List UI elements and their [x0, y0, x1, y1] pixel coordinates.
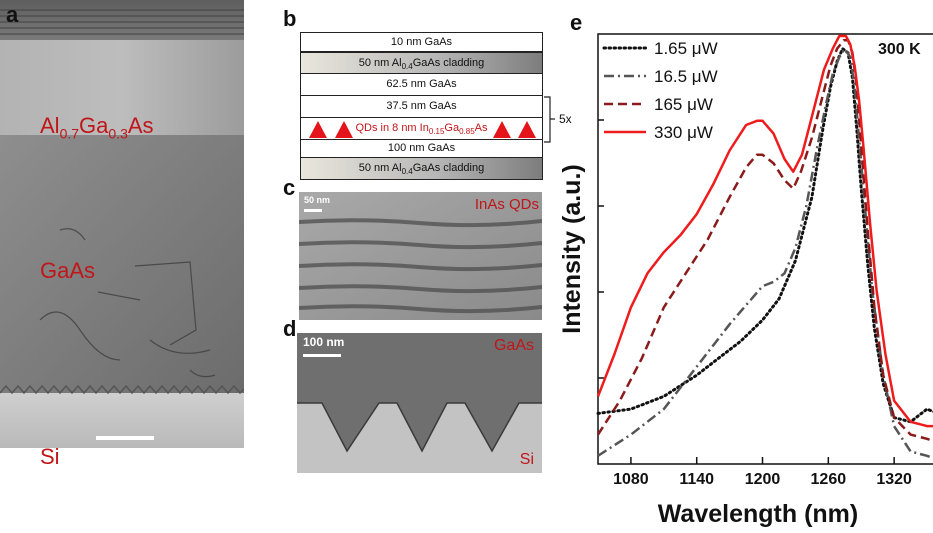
x-axis-ticks: 1080 1140 1200 1260 1320: [613, 457, 912, 488]
tem-cross-section-image: [0, 0, 244, 448]
qd-text-sub2: 0.85: [459, 127, 475, 137]
layer-qds: QDs in 8 nm In0.15Ga0.85As: [300, 118, 543, 140]
cladding-text-post: GaAs cladding: [412, 57, 485, 69]
y-axis-ticks: [598, 119, 604, 379]
x-tick-label: 1260: [811, 471, 847, 488]
interface-scale-label: 100 nm: [303, 335, 345, 349]
series-line-2: [596, 38, 933, 443]
panel-d-letter: d: [283, 316, 297, 341]
algaas-label-sub1: 0.7: [59, 125, 80, 142]
layer-cap-gaas: 10 nm GaAs: [300, 32, 543, 52]
plot-frame: [597, 33, 933, 465]
qd-triangle: [335, 121, 353, 138]
panel-e-letter: e: [570, 10, 583, 35]
cladding-text-pre: 50 nm Al: [358, 162, 402, 174]
y-axis-label: Intensity (a.u.): [558, 164, 586, 333]
x-tick-label: 1080: [613, 471, 649, 488]
x-tick-label: 1200: [745, 471, 781, 488]
gaas-label: GaAs: [40, 258, 96, 283]
layer-top-cladding: 50 nm Al0.4GaAs cladding: [300, 52, 543, 74]
repeat-bracket: [544, 96, 555, 143]
cladding-text-post: GaAs cladding: [412, 162, 485, 174]
scale-bar-line: [303, 354, 341, 357]
scale-bar-line: [96, 436, 154, 440]
qd-text-post: As: [474, 122, 488, 134]
qd-triangle: [309, 121, 327, 138]
qd-scale-label: 50 nm: [304, 195, 331, 205]
cladding-text-pre: 50 nm Al: [358, 57, 402, 69]
legend-label: 16.5 μW: [654, 67, 718, 86]
qd-triangles: [309, 121, 536, 138]
cladding-text-sub: 0.4: [401, 62, 413, 72]
scale-bar-label: 500 nm: [192, 452, 251, 471]
tem-qd-graphic: [299, 192, 542, 320]
tem-cross-section-graphic: [0, 0, 244, 448]
si-bottom-label: Si: [519, 451, 534, 468]
si-label: Si: [40, 444, 60, 469]
pl-spectrum-chart: 1080 1140 1200 1260 1320 1.65 μW 16.5 μW 165 μ…: [558, 33, 933, 528]
tem-interface-graphic: [297, 333, 542, 473]
tem-qd-image: 50 nm InAs QDs: [299, 192, 542, 320]
layer-62nm-gaas: 62.5 nm GaAs: [300, 74, 543, 96]
x-axis-label: Wavelength (nm): [658, 500, 858, 528]
series-layer: [596, 34, 933, 460]
legend-label: 165 μW: [654, 95, 713, 114]
temperature-annotation: 300 K: [878, 41, 921, 58]
algaas-label: Al0.7Ga0.3As: [40, 113, 154, 141]
algaas-label-sub2: 0.3: [108, 125, 128, 142]
x-tick-label: 1140: [679, 471, 714, 488]
inas-qds-label: InAs QDs: [474, 196, 539, 213]
gaas-top-label: GaAs: [493, 337, 534, 354]
algaas-label-ga: Ga: [79, 113, 109, 138]
qd-text-mid: Ga: [444, 122, 460, 134]
panel-c-letter: c: [283, 175, 296, 200]
qd-triangle: [518, 121, 536, 138]
layer-bottom-cladding: 50 nm Al0.4GaAs cladding: [300, 158, 543, 180]
legend: 1.65 μW 16.5 μW 165 μW 330 μW: [602, 39, 718, 142]
repeat-label: 5x: [559, 112, 572, 126]
algaas-label-as: As: [127, 113, 154, 138]
qd-text-sub1: 0.15: [428, 127, 445, 137]
series-line-3: [596, 34, 933, 428]
layer-100nm-gaas: 100 nm GaAs: [300, 140, 543, 158]
x-tick-label: 1320: [876, 471, 912, 488]
algaas-label-al: Al: [40, 113, 60, 138]
tem-interface-image: 100 nm GaAs Si: [297, 333, 542, 473]
cladding-text-sub: 0.4: [401, 167, 413, 177]
panel-b-letter: b: [283, 6, 297, 31]
qd-text-pre: QDs in 8 nm In: [355, 122, 429, 134]
legend-label: 330 μW: [654, 123, 713, 142]
layer-37nm-gaas: 37.5 nm GaAs: [300, 96, 543, 118]
scale-bar-line: [304, 209, 322, 212]
legend-label: 1.65 μW: [654, 39, 718, 58]
series-line-1: [597, 47, 933, 460]
series-line-0: [596, 47, 933, 424]
qd-triangle: [493, 121, 511, 138]
panel-a-letter: a: [6, 2, 19, 27]
